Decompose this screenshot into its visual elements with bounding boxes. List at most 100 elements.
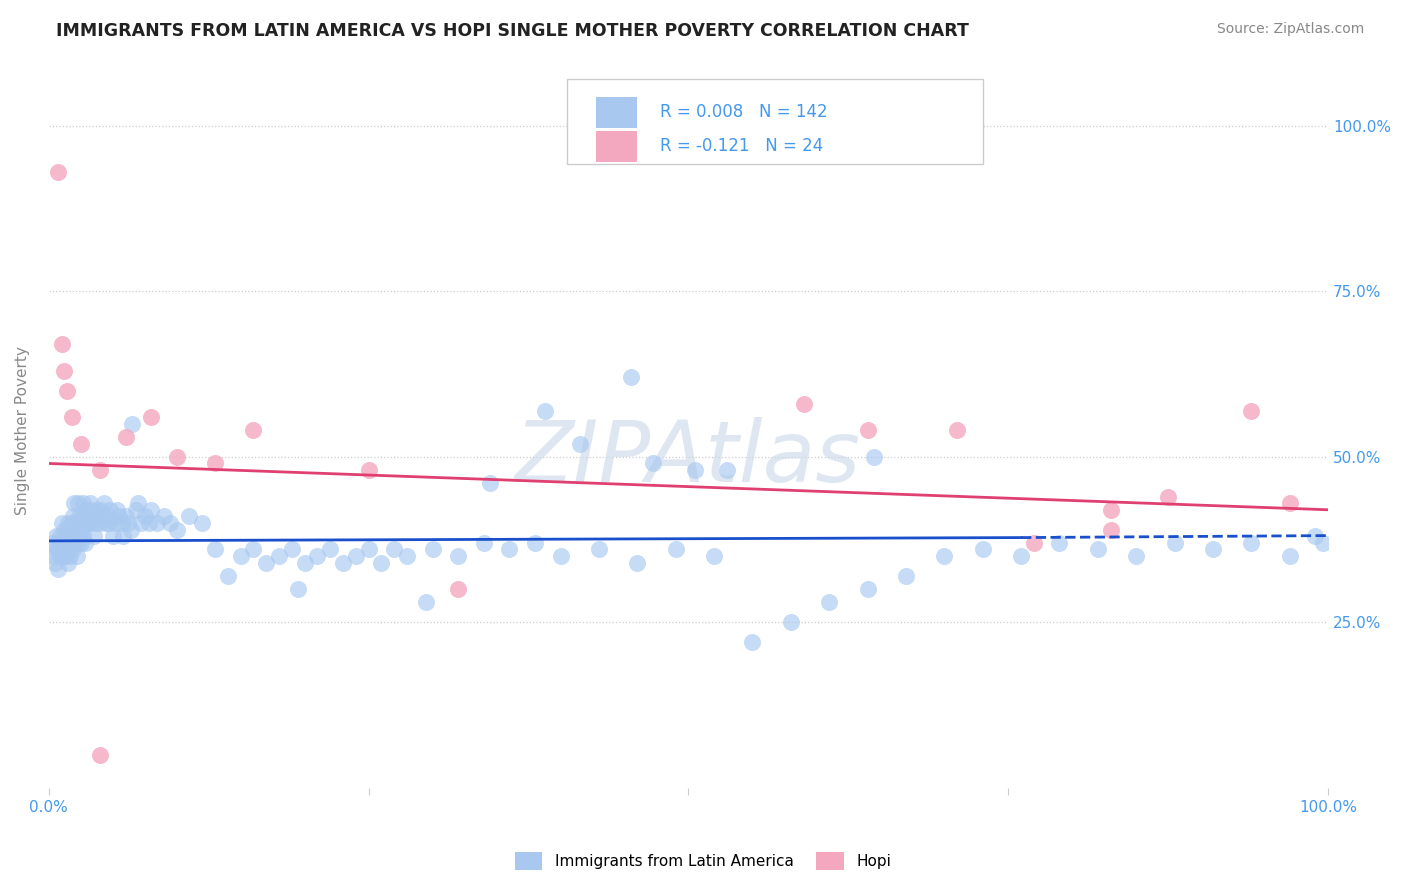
Point (66, 549, 89, 563)
Point (894, 569, 917, 583)
Point (125, 503, 148, 517)
Point (63, 496, 86, 510)
Point (217, 569, 239, 583)
FancyBboxPatch shape (596, 130, 637, 162)
Point (84, 516, 107, 530)
Point (55, 549, 77, 563)
Point (55, 384, 77, 398)
Point (382, 542, 405, 557)
Point (83, 529, 105, 543)
Point (93, 496, 115, 510)
Point (46, 562, 69, 576)
Text: IMMIGRANTS FROM LATIN AMERICA VS HOPI SINGLE MOTHER POVERTY CORRELATION CHART: IMMIGRANTS FROM LATIN AMERICA VS HOPI SI… (56, 22, 969, 40)
Point (111, 529, 134, 543)
Point (121, 417, 143, 431)
Point (69, 536, 91, 550)
Point (1278, 549, 1301, 563)
Text: R = -0.121   N = 24: R = -0.121 N = 24 (661, 137, 824, 155)
Point (41, 536, 63, 550)
Point (344, 549, 367, 563)
Point (52, 549, 75, 563)
Point (683, 463, 706, 477)
Point (53, 523, 76, 537)
Point (1163, 536, 1185, 550)
Point (42, 549, 65, 563)
Point (1099, 523, 1122, 537)
Point (105, 503, 128, 517)
Point (498, 542, 520, 557)
Point (166, 523, 188, 537)
Point (166, 450, 188, 464)
Point (818, 595, 841, 609)
Y-axis label: Single Mother Poverty: Single Mother Poverty (15, 346, 30, 515)
Point (56, 529, 79, 543)
Point (55, 529, 77, 543)
Point (117, 516, 139, 530)
Point (281, 542, 304, 557)
Point (319, 542, 342, 557)
Point (82, 503, 104, 517)
Point (856, 582, 879, 597)
Point (56, 556, 79, 570)
Point (294, 556, 316, 570)
Point (179, 509, 201, 524)
Point (395, 549, 418, 563)
Point (1099, 503, 1122, 517)
Point (63, 536, 86, 550)
Point (447, 549, 470, 563)
Point (58, 523, 80, 537)
Point (51, 337, 73, 351)
Point (79, 496, 101, 510)
Point (72, 496, 94, 510)
Point (46, 542, 69, 557)
Point (146, 516, 169, 530)
Point (66, 516, 89, 530)
Text: R = 0.008   N = 142: R = 0.008 N = 142 (661, 103, 828, 121)
Point (49, 549, 72, 563)
Point (51, 516, 73, 530)
Point (44, 542, 66, 557)
Point (69, 516, 91, 530)
Point (97, 516, 120, 530)
Point (267, 549, 290, 563)
Point (77, 509, 100, 524)
Point (447, 582, 470, 597)
Point (73, 516, 96, 530)
Point (415, 595, 437, 609)
Point (934, 549, 956, 563)
Point (55, 542, 77, 557)
Point (62, 509, 84, 524)
Point (287, 582, 309, 597)
Text: Source: ZipAtlas.com: Source: ZipAtlas.com (1216, 22, 1364, 37)
Point (242, 423, 264, 437)
Point (67, 536, 90, 550)
Point (45, 529, 67, 543)
Point (153, 509, 176, 524)
Point (53, 542, 76, 557)
Point (479, 476, 502, 491)
Point (523, 536, 546, 550)
Point (59, 549, 82, 563)
Point (620, 370, 643, 384)
Point (111, 516, 134, 530)
Point (332, 556, 354, 570)
Point (307, 549, 329, 563)
Point (72, 529, 94, 543)
Point (472, 536, 495, 550)
Point (1240, 536, 1263, 550)
Point (229, 549, 252, 563)
Point (114, 509, 136, 524)
Point (48, 536, 70, 550)
Point (58, 542, 80, 557)
Point (76, 516, 98, 530)
Point (779, 615, 801, 630)
Point (357, 463, 380, 477)
Point (1125, 549, 1147, 563)
Point (641, 457, 664, 471)
Text: ZIPAtlas: ZIPAtlas (516, 417, 862, 500)
Point (129, 516, 152, 530)
Point (60, 529, 83, 543)
Point (191, 516, 214, 530)
Point (422, 542, 444, 557)
Point (114, 430, 136, 444)
